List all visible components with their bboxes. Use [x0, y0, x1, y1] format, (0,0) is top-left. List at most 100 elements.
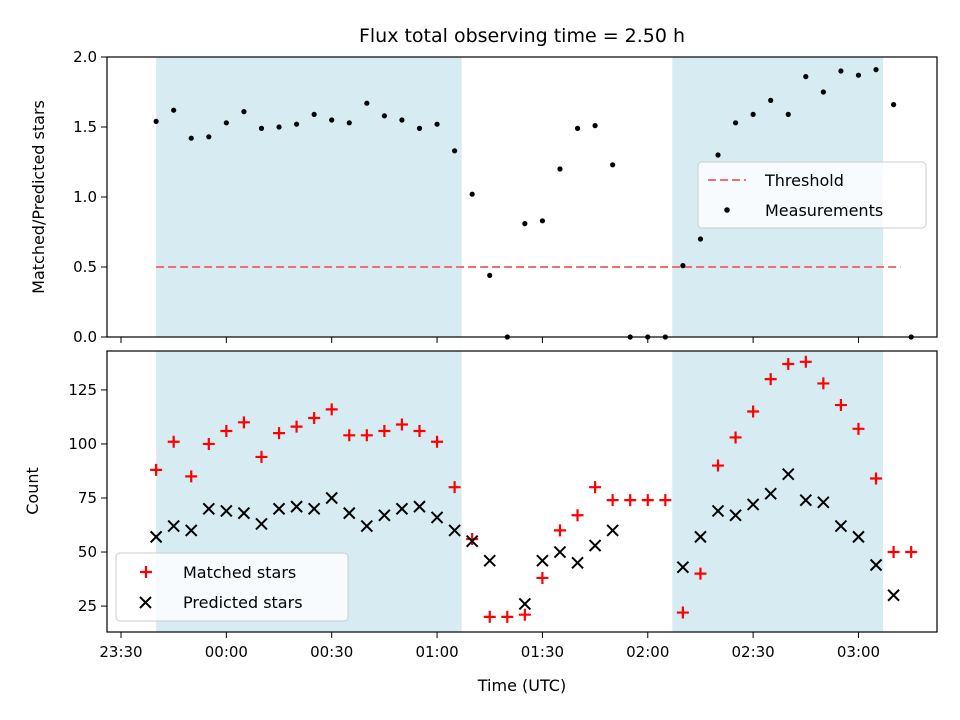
- x-tick-label: 00:00: [205, 643, 248, 661]
- predicted-star-point: [325, 491, 338, 505]
- measurement-point: [785, 111, 791, 117]
- matched-star-point: [589, 481, 602, 494]
- predicted-star-point: [869, 558, 883, 572]
- predicted-star-point: [483, 554, 496, 567]
- predicted-star-point: [782, 468, 795, 481]
- x-tick-label: 02:00: [626, 643, 669, 661]
- measurement-point: [241, 109, 247, 115]
- measurement-point: [803, 74, 809, 80]
- x-tick-label: 01:00: [415, 643, 458, 661]
- measurement-point: [364, 100, 370, 106]
- legend-matched-swatch: [140, 566, 152, 578]
- legend-measurement-label: Measurements: [765, 201, 883, 220]
- bottom-y-tick-label: 25: [78, 597, 97, 615]
- matched-star-point: [641, 494, 654, 507]
- predicted-star-point: [413, 500, 426, 513]
- predicted-star-point: [852, 530, 865, 544]
- measurement-point: [522, 221, 528, 227]
- legend-measurement-swatch: [724, 207, 730, 213]
- predicted-star-point: [149, 530, 163, 544]
- measurement-point: [592, 123, 598, 129]
- predicted-star-point: [202, 502, 216, 515]
- predicted-star-point: [237, 506, 251, 520]
- matched-star-point: [237, 416, 250, 429]
- measurement-point: [855, 72, 862, 78]
- matched-star-point: [290, 420, 303, 433]
- matched-star-point: [202, 437, 215, 450]
- measurement-point: [188, 135, 194, 141]
- measurement-point: [732, 120, 739, 126]
- predicted-star-point: [571, 556, 584, 570]
- bottom-y-tick-label: 50: [78, 543, 97, 561]
- measurement-point: [820, 89, 826, 95]
- matched-star-point: [395, 418, 408, 431]
- predicted-star-point: [729, 509, 742, 522]
- matched-star-point: [220, 424, 233, 437]
- predicted-star-point: [588, 539, 602, 552]
- measurement-point: [715, 152, 721, 158]
- top-y-tick-label: 0.0: [73, 328, 97, 346]
- measurement-point: [276, 124, 282, 130]
- measurement-point: [329, 117, 335, 123]
- bottom-legend: Matched stars Predicted stars: [115, 552, 349, 622]
- measurement-points: [153, 67, 914, 340]
- predicted-star-point: [746, 498, 760, 511]
- matched-star-point: [571, 509, 584, 522]
- top-y-tick-label: 0.5: [73, 258, 97, 276]
- top-y-axis-label: Matched/Predicted stars: [29, 100, 48, 294]
- predicted-star-point: [694, 530, 707, 544]
- predicted-star-point: [606, 524, 619, 537]
- bottom-y-tick-label: 100: [68, 435, 97, 453]
- predicted-star-point: [764, 487, 777, 500]
- measurement-point: [890, 102, 897, 108]
- x-tick-label: 01:30: [521, 643, 564, 661]
- measurement-point: [346, 120, 352, 126]
- matched-star-point: [518, 608, 531, 621]
- measurement-point: [311, 111, 317, 117]
- matched-star-point: [501, 610, 514, 623]
- top-legend: Threshold Measurements: [697, 161, 927, 229]
- matched-star-point: [343, 429, 356, 442]
- matched-star-point: [255, 450, 268, 463]
- matched-star-point: [606, 494, 619, 507]
- predicted-star-point: [799, 493, 813, 507]
- axes: 0.0 0.5 1.0 1.5 2.0 25 50 75 100 125 23:30 00:00 00:…: [68, 48, 938, 661]
- bottom-plot-frame: [106, 350, 938, 633]
- top-y-tick-label: 1.5: [73, 118, 97, 136]
- top-y-tick-label: 2.0: [73, 48, 97, 66]
- matched-star-point: [676, 606, 689, 619]
- measurement-point: [574, 125, 581, 131]
- matched-star-point: [273, 427, 286, 440]
- predicted-star-point: [272, 502, 286, 515]
- measurement-point: [539, 218, 546, 224]
- predicted-star-point: [887, 589, 900, 602]
- measurement-point: [293, 121, 300, 127]
- matched-star-point: [764, 373, 777, 386]
- measurement-point: [258, 125, 265, 131]
- x-tick-label: 02:30: [732, 643, 775, 661]
- measurement-point: [557, 166, 563, 172]
- matched-star-point: [360, 429, 373, 442]
- matched-star-point: [448, 481, 461, 494]
- bottom-y-tick-label: 125: [68, 381, 97, 399]
- predicted-star-point: [360, 519, 374, 533]
- matched-star-point: [729, 431, 742, 444]
- predicted-star-point: [395, 502, 409, 515]
- matched-star-point: [325, 403, 338, 416]
- x-tick-label: 03:00: [837, 643, 880, 661]
- count-points: [149, 355, 918, 623]
- bottom-shaded-band: [672, 351, 884, 632]
- bottom-y-axis-label: Count: [23, 467, 42, 515]
- measurement-point: [399, 117, 405, 123]
- chart-title: Flux total observing time = 2.50 h: [359, 25, 685, 47]
- matched-star-point: [799, 355, 812, 368]
- matched-star-point: [466, 533, 479, 546]
- matched-star-point: [378, 424, 391, 437]
- matched-star-point: [712, 459, 725, 472]
- matched-star-point: [413, 424, 426, 437]
- measurement-point: [873, 67, 879, 73]
- matched-star-point: [852, 422, 865, 435]
- matched-star-point: [782, 357, 795, 370]
- measurement-point: [680, 263, 686, 269]
